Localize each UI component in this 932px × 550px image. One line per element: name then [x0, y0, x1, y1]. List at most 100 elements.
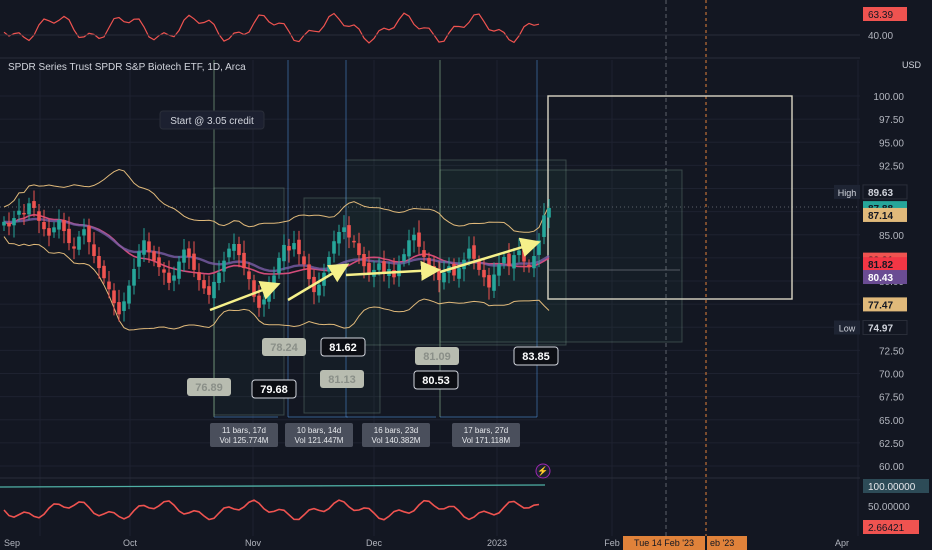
level-label-6: 81.09: [423, 351, 451, 363]
level-label-box-1: [251, 379, 297, 399]
upper-band: [3, 168, 550, 233]
range-stat-bars-2: 16 bars, 23d: [374, 426, 418, 435]
candle-body-45: [227, 248, 231, 258]
range-stat-bars-3: 17 bars, 27d: [464, 426, 508, 435]
level-label-5: 80.53: [422, 375, 450, 387]
candle-body-82: [412, 234, 416, 241]
start-label: Start @ 3.05 credit: [170, 116, 254, 127]
range-stat-vol-2: Vol 140.382M: [372, 436, 421, 445]
candle-body-42: [212, 281, 216, 299]
chart-title: SPDR Series Trust SPDR S&P Biotech ETF, …: [8, 62, 246, 73]
candle-body-32: [162, 269, 166, 273]
osc-top-tag: 63.39: [868, 10, 893, 21]
osc-bot-tag-1: 50.00000: [868, 502, 910, 513]
candle-body-72: [362, 253, 366, 267]
price-tag-box-2: [863, 207, 907, 222]
candle-body-14: [72, 246, 76, 249]
price-tag-7: 74.97: [868, 324, 893, 335]
candle-body-59: [297, 239, 301, 255]
candle-body-75: [377, 263, 381, 270]
candle-body-80: [402, 254, 406, 262]
candle-body-83: [417, 232, 421, 247]
measure-box-3: [439, 169, 683, 343]
tag-name-7: Low: [839, 324, 856, 334]
price-tag-0: 89.63: [868, 188, 893, 199]
candle-body-58: [292, 243, 296, 250]
candle-body-35: [177, 261, 181, 279]
trend-arrows[interactable]: [209, 237, 541, 312]
level-label-box-6: [415, 347, 459, 365]
range-stat-box-2: [362, 423, 430, 447]
start-label-box: [159, 110, 265, 130]
candle-body-94: [472, 245, 476, 259]
candle-body-10: [52, 227, 56, 233]
candle-body-53: [267, 288, 271, 302]
slow-average: [3, 217, 550, 273]
y-tick-0: 100.00: [873, 92, 904, 103]
candle-body-47: [237, 244, 241, 256]
crosshair-date-box: [623, 536, 705, 550]
x-tick-0: Sep: [4, 538, 20, 548]
price-axis[interactable]: 100.0097.5095.0092.5090.0087.5085.0082.5…: [834, 0, 932, 550]
candle-body-37: [187, 248, 191, 257]
candle-body-0: [2, 221, 6, 226]
candle-body-13: [67, 228, 71, 244]
candle-body-41: [207, 286, 211, 295]
candle-body-99: [497, 264, 501, 276]
level-labels: Start @ 3.05 credit 76.89 79.68 78.24 81.62 8…: [159, 110, 559, 479]
candle-body-18: [92, 244, 96, 257]
candle-body-106: [532, 256, 536, 269]
candle-body-79: [397, 264, 401, 277]
candle-body-96: [482, 269, 486, 278]
candle-body-91: [457, 268, 461, 279]
y-tick-13: 67.50: [879, 393, 904, 404]
candle-body-73: [367, 262, 371, 275]
candle-body-15: [77, 236, 81, 250]
candle-body-61: [307, 264, 311, 280]
level-label-1: 79.68: [260, 384, 288, 396]
candle-body-85: [427, 258, 431, 268]
candle-body-43: [217, 272, 221, 284]
candle-body-1: [7, 222, 11, 227]
drawings[interactable]: [213, 60, 793, 418]
currency-label: USD: [902, 60, 922, 70]
candle-body-57: [287, 246, 291, 251]
y-tick-12: 70.00: [879, 370, 904, 381]
trend-arrow-2: [345, 260, 441, 281]
candle-body-20: [102, 265, 106, 279]
range-stat-box-0: [210, 423, 278, 447]
osc-bot-tag-box-0: [863, 479, 929, 493]
candle-body-95: [477, 261, 481, 270]
level-label-box-7: [513, 346, 559, 366]
candle-body-28: [142, 240, 146, 255]
candle-body-90: [452, 263, 456, 276]
candle-body-31: [157, 257, 161, 268]
y-tick-16: 60.00: [879, 462, 904, 473]
candle-body-103: [517, 250, 521, 256]
time-axis[interactable]: Sep Oct Nov Dec 2023 Feb Apr Tue 14 Feb '23 eb '…: [0, 536, 860, 550]
candle-body-67: [337, 231, 341, 244]
price-tag-2: 87.14: [868, 211, 893, 222]
candle-body-38: [192, 253, 196, 270]
candle-body-39: [197, 272, 201, 281]
price-tag-6: 77.47: [868, 300, 893, 311]
candle-body-65: [327, 256, 331, 272]
candle-body-78: [392, 270, 396, 278]
price-tag-box-0: [862, 184, 908, 200]
price-tag-box-7: [862, 320, 908, 336]
y-tick-3: 92.50: [879, 161, 904, 172]
candle-body-84: [422, 250, 426, 257]
candle-body-51: [257, 295, 261, 308]
candle-body-6: [32, 201, 36, 208]
candles: [2, 190, 551, 322]
range-stat-box-3: [452, 423, 520, 447]
level-label-0: 76.89: [195, 382, 223, 394]
candle-body-5: [27, 203, 31, 215]
candle-body-19: [97, 256, 101, 269]
range-stat-vol-3: Vol 171.118M: [462, 436, 511, 445]
price-tag-box-6: [863, 297, 907, 312]
candle-body-70: [352, 240, 356, 243]
bollinger-bands: [3, 168, 550, 331]
top-oscillator-panel: [0, 12, 860, 44]
